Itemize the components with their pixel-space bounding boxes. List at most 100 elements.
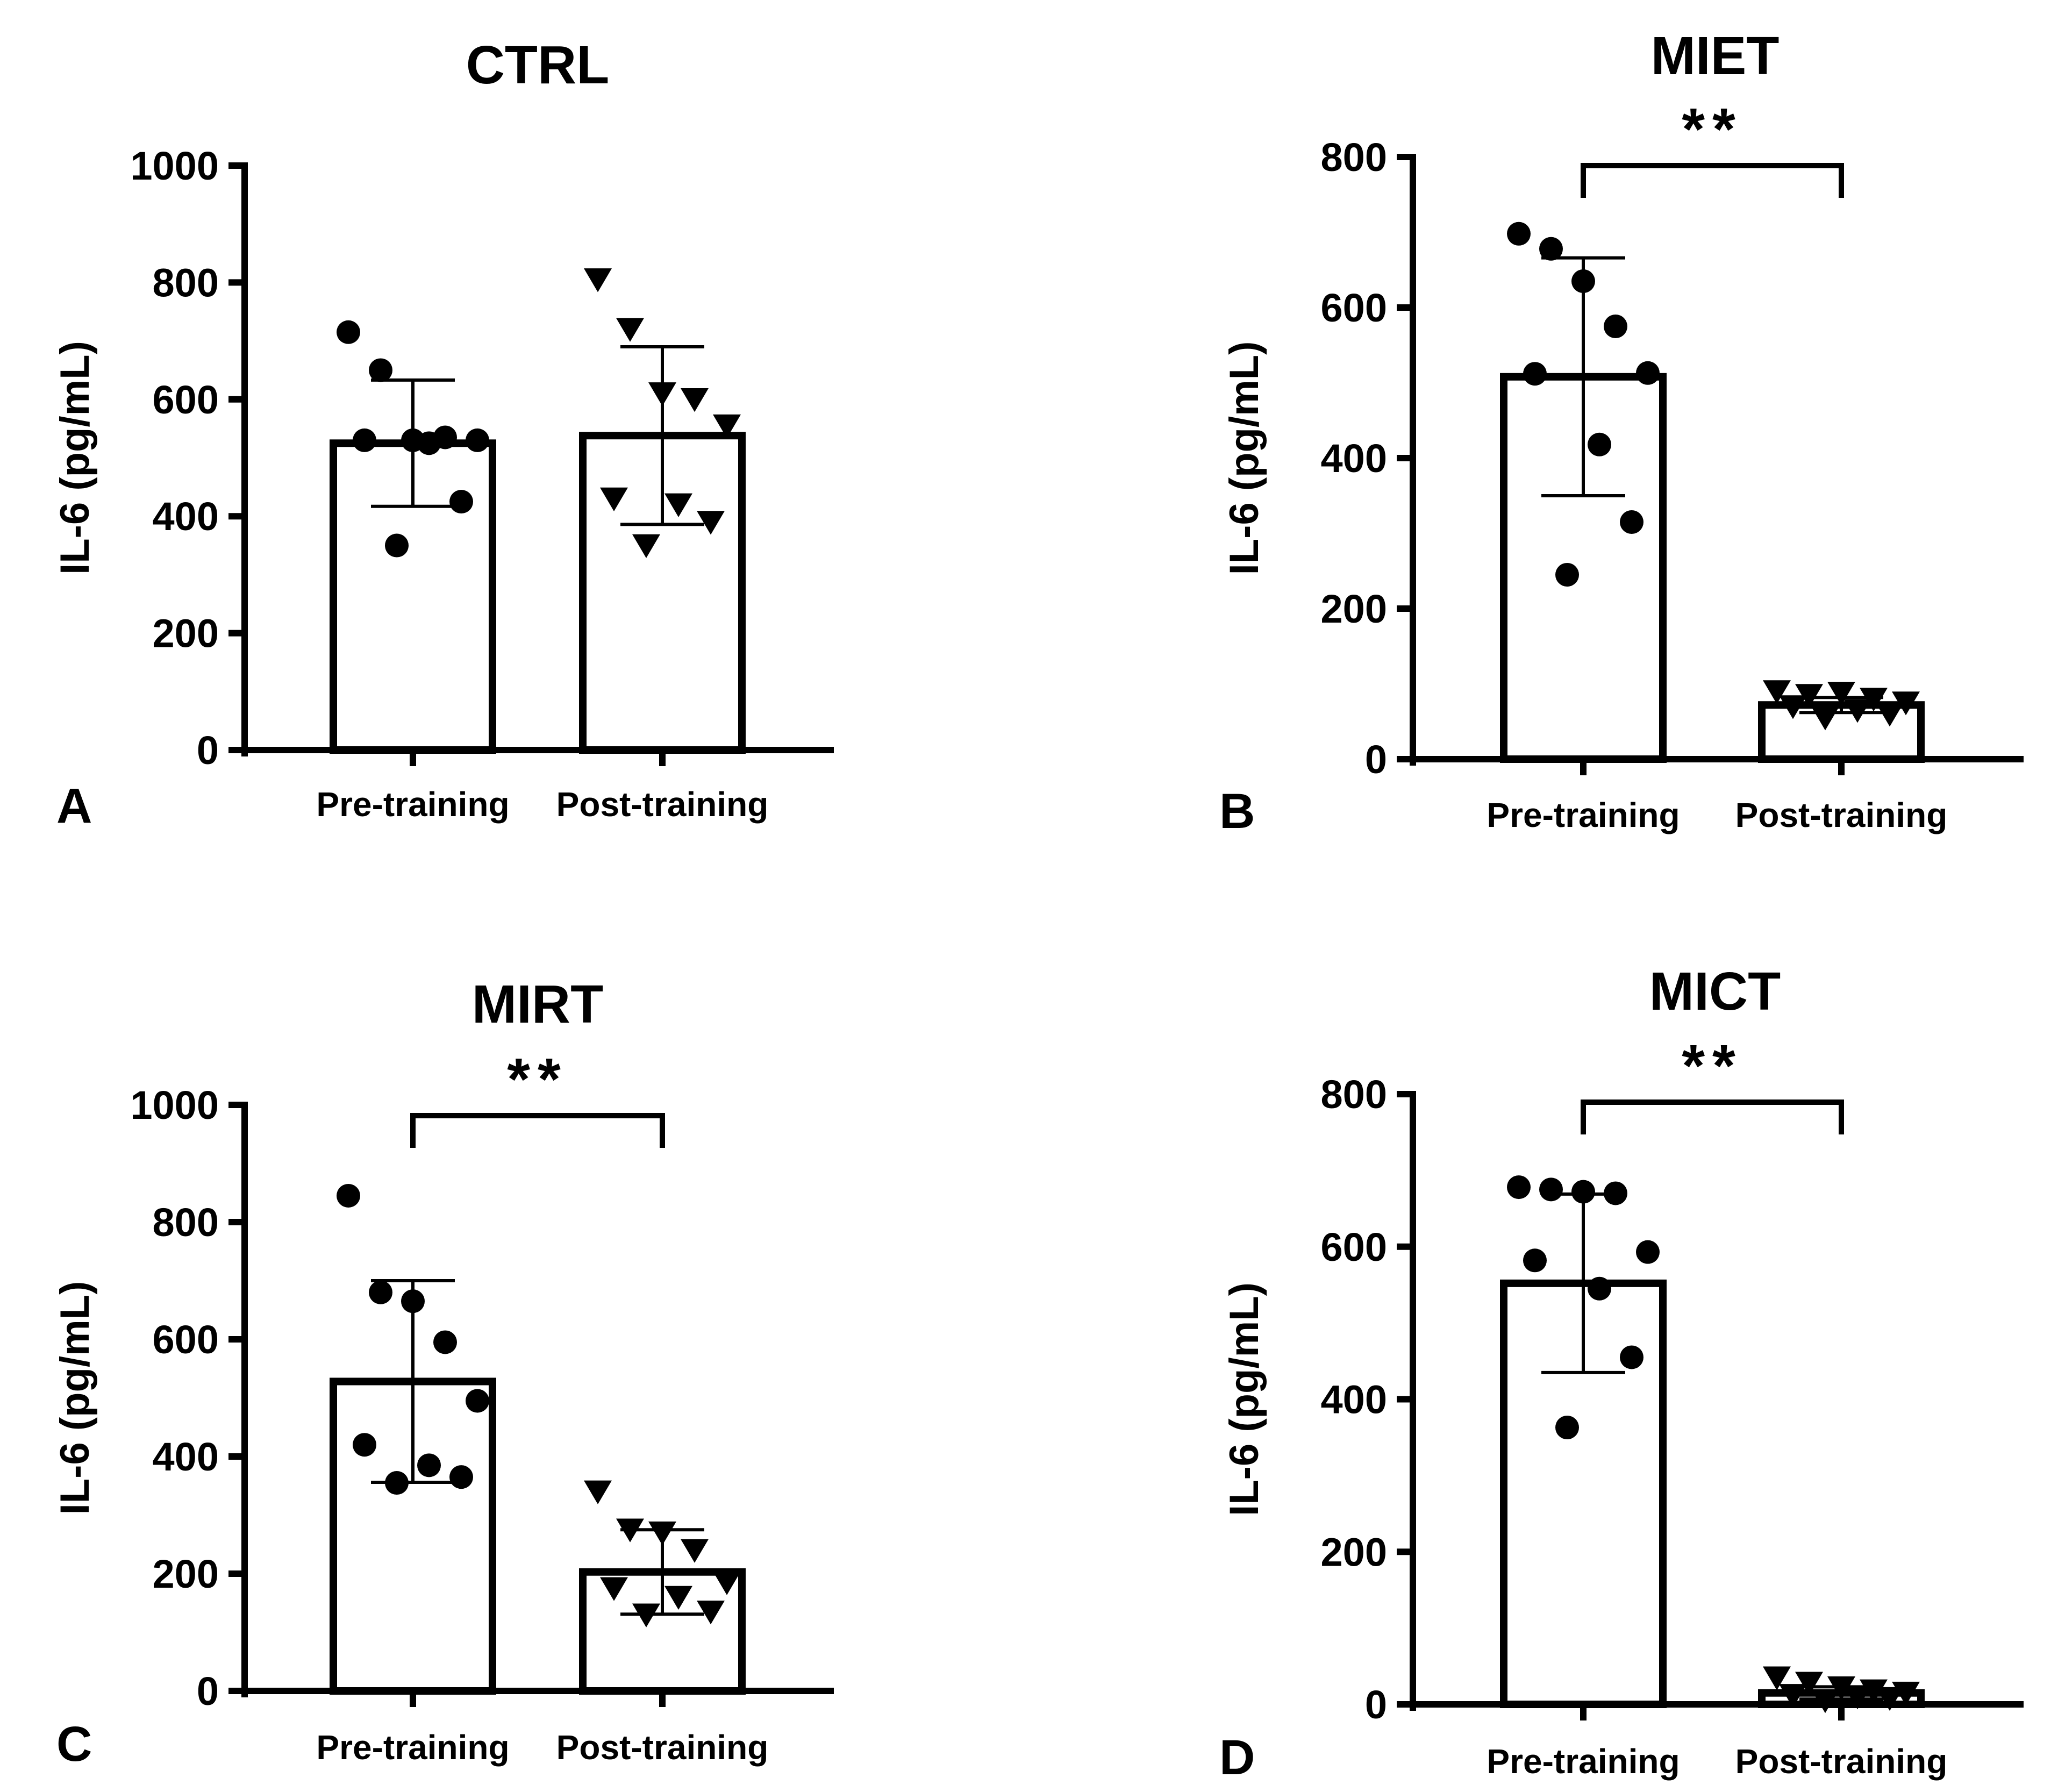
data-point-circle <box>1523 362 1547 386</box>
data-point-triangle <box>697 511 725 535</box>
data-point-circle <box>369 358 392 382</box>
y-tick-label: 400 <box>153 494 219 539</box>
y-tick-label: 0 <box>197 1669 219 1714</box>
data-point-circle <box>417 1453 441 1477</box>
y-axis-label: IL-6 (pg/mL) <box>52 1281 98 1515</box>
y-tick-label: 800 <box>1321 135 1387 180</box>
data-point-triangle <box>600 1577 628 1601</box>
y-tick-label: 1000 <box>130 1083 219 1127</box>
significance-label: ** <box>1682 96 1743 162</box>
data-point-triangle <box>681 1539 709 1563</box>
x-category-label: Pre-training <box>316 1728 509 1767</box>
y-tick-label: 200 <box>1321 1530 1387 1574</box>
data-point-triangle <box>1811 1689 1839 1714</box>
y-tick-label: 200 <box>153 611 219 656</box>
data-point-triangle <box>1763 680 1791 704</box>
y-tick-label: 200 <box>153 1552 219 1596</box>
panel-b: MIET 0 200 400 600 800 IL-6 (pg/mL) B Pre-traini… <box>1219 26 2024 839</box>
panel-letter: A <box>56 779 92 833</box>
y-tick-label: 1000 <box>130 144 219 188</box>
panel-title: CTRL <box>466 35 610 95</box>
x-category-label: Post-training <box>1735 1742 1948 1781</box>
data-point-circle <box>401 1289 425 1313</box>
data-point-triangle <box>1795 1672 1823 1696</box>
data-point-triangle <box>1779 1684 1807 1708</box>
y-tick-label: 0 <box>1365 737 1387 782</box>
data-point-circle <box>1555 563 1579 587</box>
significance-bracket <box>410 1113 665 1148</box>
data-point-circle <box>1636 1240 1660 1264</box>
data-point-triangle <box>1779 695 1807 719</box>
data-point-circle <box>337 320 360 344</box>
data-point-triangle <box>713 414 741 439</box>
data-point-circle <box>1539 1177 1563 1202</box>
data-point-circle <box>1636 361 1660 385</box>
y-tick-label: 600 <box>1321 1225 1387 1269</box>
y-tick-label: 800 <box>153 260 219 305</box>
panel-a: CTRL 0 200 400 600 800 1000 IL-6 (pg/mL) A Pre-tr… <box>52 35 834 833</box>
y-tick-label: 200 <box>1321 587 1387 631</box>
data-point-circle <box>1507 1175 1531 1200</box>
data-point-circle <box>385 533 409 558</box>
x-category-label: Post-training <box>556 785 769 824</box>
data-point-triangle <box>1892 691 1920 716</box>
data-point-circle <box>466 1389 489 1413</box>
data-point-circle <box>369 1280 392 1304</box>
data-point-circle <box>1588 1276 1611 1301</box>
data-point-triangle <box>1811 706 1839 731</box>
data-point-triangle <box>1827 1676 1855 1701</box>
panel-letter: C <box>56 1717 92 1772</box>
bar-0 <box>330 1377 496 1695</box>
data-point-triangle <box>632 1603 660 1627</box>
data-point-triangle <box>1843 699 1871 723</box>
data-point-triangle <box>648 382 676 406</box>
y-tick-label: 400 <box>1321 436 1387 481</box>
y-tick-label: 400 <box>1321 1377 1387 1422</box>
significance-bracket <box>1581 1100 1844 1134</box>
panel-c: MIRT 0 200 400 600 800 1000 IL-6 (pg/mL) C Pre-tr… <box>52 974 834 1772</box>
data-point-circle <box>449 490 473 514</box>
panel-title: MIRT <box>472 974 603 1034</box>
data-point-circle <box>1620 1345 1643 1369</box>
data-point-circle <box>1507 222 1531 246</box>
data-point-triangle <box>584 268 612 292</box>
y-tick-label: 0 <box>1365 1682 1387 1727</box>
data-point-circle <box>1523 1248 1547 1273</box>
significance-label: ** <box>1682 1033 1743 1099</box>
data-point-triangle <box>648 1521 676 1546</box>
panel-letter: B <box>1219 784 1255 839</box>
significance-label: ** <box>507 1046 568 1112</box>
y-axis-label: IL-6 (pg/mL) <box>1221 1282 1267 1516</box>
x-category-label: Pre-training <box>316 785 509 824</box>
data-point-circle <box>1604 1181 1627 1205</box>
data-point-triangle <box>584 1480 612 1504</box>
data-point-triangle <box>632 534 660 558</box>
y-tick-label: 400 <box>153 1434 219 1479</box>
x-category-label: Post-training <box>556 1728 769 1767</box>
x-category-label: Post-training <box>1735 796 1948 834</box>
y-tick-label: 600 <box>153 1317 219 1362</box>
data-point-triangle <box>1795 684 1823 708</box>
data-point-circle <box>353 1433 376 1457</box>
data-point-circle <box>417 431 441 455</box>
panel-title: MICT <box>1649 961 1781 1022</box>
y-axis-label: IL-6 (pg/mL) <box>52 341 98 575</box>
panel-title: MIET <box>1651 26 1780 86</box>
data-point-triangle <box>1763 1666 1791 1690</box>
data-point-circle <box>385 1471 409 1495</box>
data-point-triangle <box>664 493 692 517</box>
data-point-circle <box>1571 1180 1595 1204</box>
data-point-circle <box>1555 1415 1579 1439</box>
y-tick-label: 600 <box>153 377 219 422</box>
significance-bracket <box>1581 163 1844 198</box>
data-point-triangle <box>664 1586 692 1610</box>
data-point-triangle <box>600 487 628 511</box>
y-tick-label: 600 <box>1321 285 1387 330</box>
data-point-triangle <box>1827 682 1855 706</box>
data-point-triangle <box>1843 1686 1871 1710</box>
data-point-triangle <box>681 388 709 412</box>
data-point-circle <box>466 428 489 452</box>
y-tick-label: 800 <box>153 1200 219 1245</box>
x-category-label: Pre-training <box>1487 1742 1680 1781</box>
data-point-circle <box>337 1183 360 1208</box>
